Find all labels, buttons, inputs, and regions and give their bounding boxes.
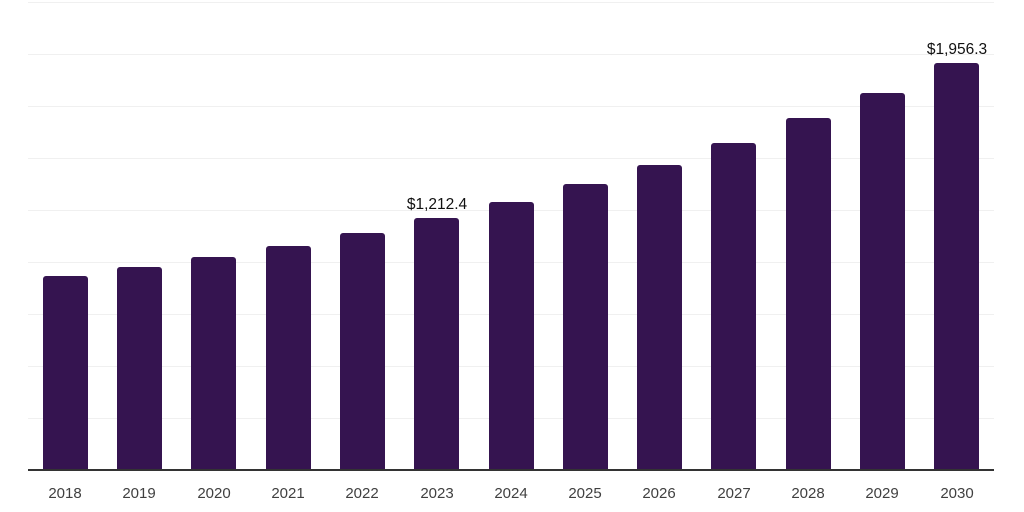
- data-label-2023: $1,212.4: [406, 196, 468, 213]
- x-axis-line: [28, 469, 994, 471]
- gridline-2000: [28, 54, 994, 55]
- bar-2020: [191, 257, 236, 470]
- x-tick-label-2029: 2029: [865, 485, 899, 502]
- x-tick-label-2018: 2018: [48, 485, 82, 502]
- bar-2030: [934, 63, 979, 470]
- gridline-1500: [28, 158, 994, 159]
- bar-2028: [786, 118, 831, 470]
- x-tick-label-2025: 2025: [568, 485, 602, 502]
- gridline-2250: [28, 2, 994, 3]
- bar-2027: [711, 143, 756, 470]
- bar-2025: [563, 184, 608, 470]
- x-tick-label-2028: 2028: [791, 485, 825, 502]
- bar-2022: [340, 233, 385, 470]
- x-tick-label-2020: 2020: [197, 485, 231, 502]
- x-tick-label-2019: 2019: [122, 485, 156, 502]
- x-tick-label-2022: 2022: [345, 485, 379, 502]
- bar-2026: [637, 165, 682, 470]
- x-tick-label-2026: 2026: [642, 485, 676, 502]
- data-label-2030: $1,956.3: [926, 41, 988, 58]
- x-tick-label-2021: 2021: [271, 485, 305, 502]
- bar-2018: [43, 276, 88, 470]
- gridline-1750: [28, 106, 994, 107]
- bar-2023: [414, 218, 459, 470]
- x-tick-label-2024: 2024: [494, 485, 528, 502]
- bar-2029: [860, 93, 905, 470]
- x-tick-label-2023: 2023: [420, 485, 454, 502]
- bar-2021: [266, 246, 311, 470]
- bar-2024: [489, 202, 534, 470]
- x-tick-label-2030: 2030: [940, 485, 974, 502]
- x-tick-label-2027: 2027: [717, 485, 751, 502]
- bar-2019: [117, 267, 162, 470]
